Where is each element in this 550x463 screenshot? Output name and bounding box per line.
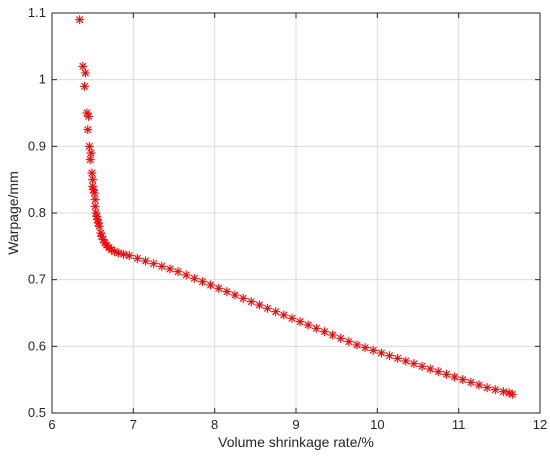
data-point	[246, 297, 256, 307]
data-point	[490, 385, 500, 395]
data-point	[85, 155, 95, 165]
data-point	[352, 340, 362, 350]
data-point	[86, 148, 96, 158]
data-point	[466, 377, 476, 387]
data-point	[409, 359, 419, 369]
data-point	[319, 327, 329, 337]
data-point	[84, 141, 94, 151]
data-point	[89, 188, 99, 198]
data-point	[78, 61, 88, 71]
data-point	[303, 320, 313, 330]
data-point	[441, 369, 451, 379]
data-point	[80, 68, 90, 78]
data-point	[385, 351, 395, 361]
data-point	[336, 333, 346, 343]
data-point	[295, 317, 305, 327]
data-point	[393, 353, 403, 363]
x-tick-label: 8	[211, 417, 218, 432]
data-point	[132, 253, 142, 263]
data-point	[450, 372, 460, 382]
data-point	[75, 15, 85, 25]
axis-ticks: 6 7 8 9 10 11 12 0.5 0.6 0.7 0.8 0.9 1 1.1	[28, 5, 547, 432]
data-point	[90, 201, 100, 211]
data-point	[368, 345, 378, 355]
data-point	[80, 81, 90, 91]
data-point	[425, 364, 435, 374]
data-point	[83, 125, 93, 135]
y-tick-label: 0.9	[28, 138, 46, 153]
data-point	[271, 307, 281, 317]
data-point	[254, 300, 264, 310]
data-point	[498, 387, 508, 397]
data-point	[311, 323, 321, 333]
data-point	[507, 389, 517, 399]
data-point	[344, 337, 354, 347]
y-tick-label: 1.1	[28, 5, 46, 20]
data-point	[214, 283, 224, 293]
y-tick-label: 0.8	[28, 205, 46, 220]
data-point	[417, 361, 427, 371]
data-point	[360, 343, 370, 353]
data-point	[474, 380, 484, 390]
data-point	[433, 367, 443, 377]
data-point	[238, 293, 248, 303]
data-point	[287, 313, 297, 323]
data-point	[181, 270, 191, 280]
y-axis-label: Warpage/mm	[5, 171, 21, 255]
data-point	[157, 261, 167, 271]
data-point	[94, 221, 104, 231]
x-tick-label: 6	[48, 417, 55, 432]
data-point	[149, 259, 159, 269]
y-tick-label: 1	[39, 72, 46, 87]
x-tick-label: 7	[130, 417, 137, 432]
data-point	[141, 256, 151, 266]
data-point	[263, 303, 273, 313]
x-axis-label: Volume shrinkage rate/%	[218, 434, 374, 450]
data-point	[119, 249, 129, 259]
data-point	[197, 277, 207, 287]
data-point	[222, 287, 232, 297]
data-point	[504, 388, 514, 398]
data-point	[482, 383, 492, 393]
data-point	[189, 273, 199, 283]
data-point	[124, 251, 134, 261]
data-point	[165, 264, 175, 274]
data-point	[401, 356, 411, 366]
y-tick-label: 0.6	[28, 338, 46, 353]
data-point	[173, 267, 183, 277]
x-tick-label: 12	[533, 417, 547, 432]
data-point	[279, 310, 289, 320]
x-tick-label: 11	[452, 417, 466, 432]
data-point	[84, 111, 94, 121]
data-point	[90, 195, 100, 205]
data-point	[230, 290, 240, 300]
data-point	[93, 218, 103, 228]
x-tick-label: 10	[370, 417, 384, 432]
data-point	[328, 330, 338, 340]
grid	[51, 12, 541, 414]
data-points	[75, 15, 517, 399]
y-tick-label: 0.5	[28, 405, 46, 420]
data-point	[87, 168, 97, 178]
data-point	[206, 280, 216, 290]
y-tick-label: 0.7	[28, 272, 46, 287]
x-tick-label: 9	[292, 417, 299, 432]
data-point	[376, 348, 386, 358]
data-point	[458, 375, 468, 385]
